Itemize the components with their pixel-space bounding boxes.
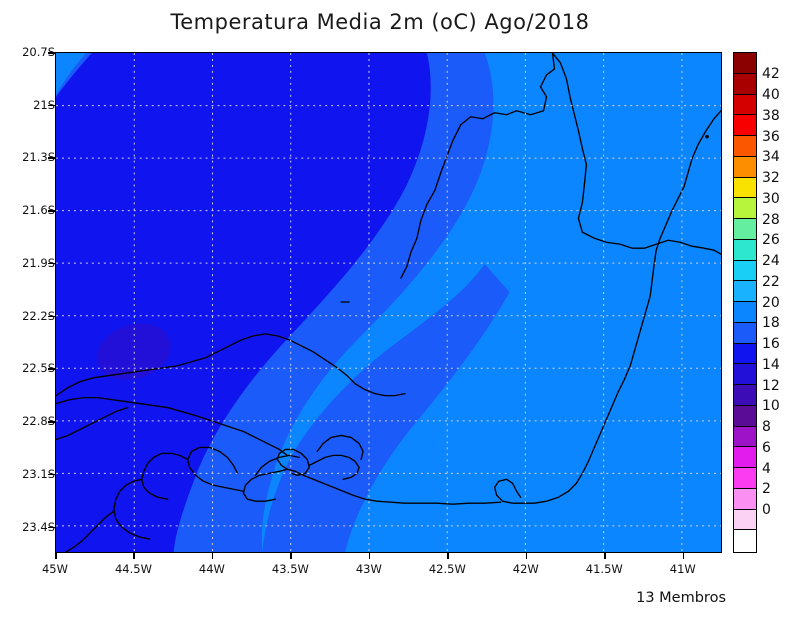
colorbar[interactable] <box>733 52 757 553</box>
y-tick-mark <box>48 368 55 370</box>
colorbar-band[interactable] <box>734 260 756 282</box>
colorbar-tick-label: 18 <box>762 315 780 332</box>
x-tick-mark <box>211 553 214 559</box>
colorbar-band[interactable] <box>734 426 756 448</box>
coastline-layer <box>56 53 721 552</box>
x-tick-mark <box>682 553 685 559</box>
y-tick-mark <box>48 473 55 476</box>
colorbar-tick-label: 22 <box>762 273 780 290</box>
colorbar-band[interactable] <box>734 239 756 261</box>
x-tick-label: 42W <box>512 562 539 576</box>
colorbar-tick-label: 38 <box>762 107 780 124</box>
x-tick-label: 43.5W <box>271 562 309 576</box>
y-tick-label: 20.7S <box>22 45 55 59</box>
colorbar-tick-label: 2 <box>762 481 771 498</box>
colorbar-band[interactable] <box>734 530 756 551</box>
y-tick-mark <box>48 421 55 423</box>
y-tick-label: 21S <box>33 97 55 112</box>
y-tick-mark <box>48 104 55 107</box>
y-tick-label: 23.1S <box>22 466 55 481</box>
gridline-layer <box>56 53 721 552</box>
colorbar-band[interactable] <box>734 281 756 302</box>
colorbar-band[interactable] <box>734 198 756 219</box>
y-tick-label: 21.6S <box>22 203 55 218</box>
x-tick-label: 42.5W <box>428 562 466 576</box>
y-axis: 20.7S 21S 21.3S 21.6S 21.9S 22.2S 22.5S 22.8S 23… <box>0 45 55 553</box>
colorbar-band[interactable] <box>734 302 756 323</box>
colorbar-band[interactable] <box>734 405 756 427</box>
colorbar-band[interactable] <box>734 115 756 136</box>
colorbar-band[interactable] <box>734 219 756 240</box>
colorbar-tick-label: 4 <box>762 460 771 477</box>
colorbar-tick-label: 0 <box>762 502 771 518</box>
colorbar-band[interactable] <box>734 447 756 468</box>
colorbar-tick-label: 8 <box>762 419 771 435</box>
colorbar-band[interactable] <box>734 322 756 344</box>
x-tick-mark <box>133 553 135 559</box>
colorbar-band[interactable] <box>734 156 756 178</box>
colorbar-band[interactable] <box>734 53 756 74</box>
x-tick-label: 45W <box>41 562 68 576</box>
y-tick-label: 22.5S <box>22 361 55 376</box>
x-tick-mark <box>525 553 528 559</box>
colorbar-tick-label: 34 <box>762 149 780 166</box>
region-northwest-corner-warm <box>56 53 86 95</box>
colorbar-band[interactable] <box>734 468 756 489</box>
colorbar-tick-label: 10 <box>762 398 780 415</box>
colorbar-band[interactable] <box>734 73 756 95</box>
y-tick-mark <box>48 315 55 318</box>
y-tick-mark <box>48 52 55 54</box>
y-tick-label: 22.8S <box>22 414 55 429</box>
x-tick-label: 41W <box>669 562 696 576</box>
colorbar-tick-label: 24 <box>762 253 780 269</box>
colorbar-band[interactable] <box>734 94 756 116</box>
colorbar-band[interactable] <box>734 343 756 365</box>
y-tick-label: 23.4S <box>22 519 55 534</box>
y-tick-mark <box>48 526 55 529</box>
x-tick-label: 44W <box>198 562 225 576</box>
map-plot-area[interactable] <box>55 52 722 553</box>
y-tick-mark <box>48 157 55 159</box>
colorbar-tick-label: 20 <box>762 294 780 311</box>
colorbar-band[interactable] <box>734 364 756 385</box>
ensemble-members-note: 13 Membros <box>636 590 726 606</box>
y-tick-mark <box>48 262 55 265</box>
colorbar-band[interactable] <box>734 509 756 531</box>
x-tick-mark <box>368 553 371 559</box>
x-tick-label: 44.5W <box>114 562 152 576</box>
x-tick-label: 41.5W <box>585 562 623 576</box>
x-tick-mark <box>604 553 606 559</box>
colorbar-tick-label: 26 <box>762 232 780 249</box>
page-title: Temperatura Media 2m (oC) Ago/2018 <box>170 10 590 34</box>
colorbar-tick-label: 30 <box>762 190 780 207</box>
colorbar-tick-label: 28 <box>762 211 780 228</box>
y-tick-label: 21.9S <box>22 255 55 270</box>
region-inland-northwest-cool <box>56 53 431 552</box>
region-transition-lobe-south <box>262 264 510 552</box>
colorbar-tick-label: 12 <box>762 377 780 394</box>
colorbar-tick-label: 14 <box>762 356 780 373</box>
colorbar-band[interactable] <box>734 385 756 406</box>
x-tick-mark <box>290 553 292 559</box>
colorbar-tick-label: 16 <box>762 336 780 352</box>
y-tick-label: 21.3S <box>22 150 55 165</box>
x-tick-mark <box>55 553 57 559</box>
y-tick-mark <box>48 210 55 212</box>
contour-fill-layer <box>56 53 721 552</box>
x-tick-label: 43W <box>355 562 382 576</box>
colorbar-tick-label: 42 <box>762 66 780 83</box>
y-tick-label: 22.2S <box>22 308 55 323</box>
colorbar-band[interactable] <box>734 136 756 157</box>
colorbar-tick-label: 32 <box>762 170 780 186</box>
colorbar-tick-label: 6 <box>762 439 771 456</box>
colorbar-band[interactable] <box>734 488 756 510</box>
colorbar-band[interactable] <box>734 177 756 199</box>
colorbar-tick-label: 40 <box>762 87 780 103</box>
x-tick-mark <box>447 553 449 559</box>
colorbar-tick-label: 36 <box>762 128 780 145</box>
x-axis: 45W 44.5W 44W 43.5W 43W 42.5W 42W 41.5W 41W <box>42 553 722 583</box>
